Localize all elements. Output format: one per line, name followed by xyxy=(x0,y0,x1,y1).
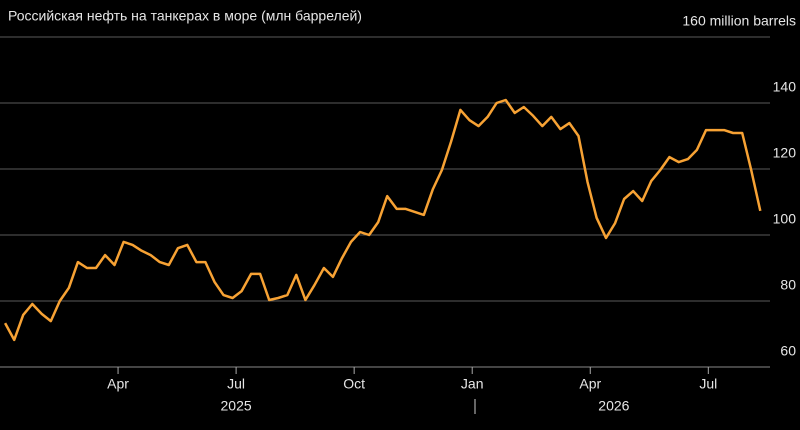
y-tick-label: 140 xyxy=(773,79,797,95)
data-line xyxy=(4,98,762,342)
year-label: 2026 xyxy=(598,398,629,414)
x-tick-label: Oct xyxy=(343,376,365,392)
y-tick-label: 120 xyxy=(773,145,797,161)
x-tick-label: Jul xyxy=(227,376,245,392)
x-tick-label: Jul xyxy=(699,376,717,392)
x-tick-label: Apr xyxy=(107,376,129,392)
y-tick-label: 160 million barrels xyxy=(682,13,796,29)
y-tick-label: 60 xyxy=(780,343,796,359)
x-tick-label: Apr xyxy=(579,376,601,392)
chart-title: Российская нефть на танкерах в море (млн… xyxy=(8,8,362,24)
x-tick-label: Jan xyxy=(461,376,484,392)
year-label: 2025 xyxy=(221,398,252,414)
y-tick-label: 80 xyxy=(780,277,796,293)
y-tick-label: 100 xyxy=(773,211,797,227)
